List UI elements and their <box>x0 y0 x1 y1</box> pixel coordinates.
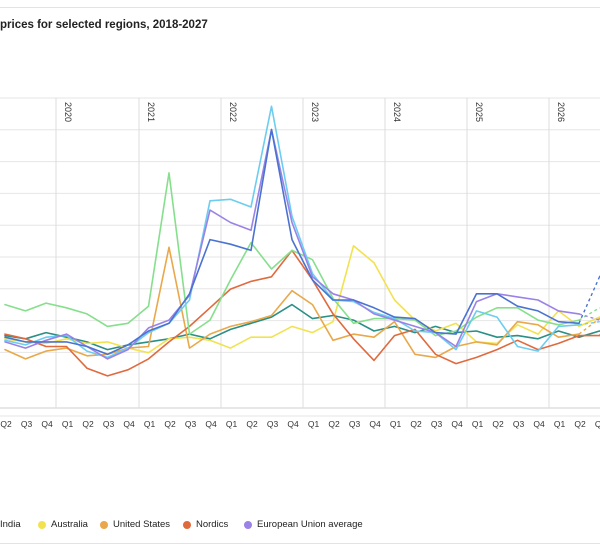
x-tick-label: Q1 <box>390 419 402 429</box>
series-line <box>4 172 580 337</box>
x-tick-label: Q4 <box>41 419 53 429</box>
legend-swatch <box>244 520 252 529</box>
x-tick-label: Q4 <box>369 419 381 429</box>
series-line <box>4 128 580 360</box>
x-tick-label: Q2 <box>0 419 12 429</box>
year-label: 2026 <box>556 102 566 122</box>
bottom-rule <box>0 543 600 544</box>
legend-label: United States <box>113 519 171 530</box>
series-line <box>4 105 580 359</box>
year-label: 2020 <box>63 102 73 122</box>
x-tick-label: Q1 <box>226 419 238 429</box>
x-tick-label: Q3 <box>595 419 600 429</box>
x-tick-label: Q3 <box>431 419 443 429</box>
x-tick-label: Q1 <box>62 419 74 429</box>
x-tick-label: Q2 <box>246 419 258 429</box>
year-label: 2025 <box>474 102 484 122</box>
x-tick-label: Q3 <box>349 419 361 429</box>
year-label: 2023 <box>310 102 320 122</box>
legend-item-australia[interactable]: Australia <box>38 519 88 530</box>
year-label: 2021 <box>146 102 156 122</box>
x-tick-label: Q1 <box>472 419 484 429</box>
x-tick-label: Q2 <box>574 419 586 429</box>
legend: India Australia United States Nordics Eu… <box>0 519 600 539</box>
x-tick-label: Q2 <box>492 419 504 429</box>
x-tick-label: Q3 <box>21 419 33 429</box>
legend-swatch <box>100 520 108 529</box>
series-projection-line <box>578 317 600 335</box>
legend-swatch <box>183 520 191 529</box>
series-line <box>4 128 580 356</box>
series-line <box>4 245 600 354</box>
series-line <box>4 246 580 360</box>
x-tick-label: Q3 <box>185 419 197 429</box>
year-label: 2024 <box>392 102 402 122</box>
x-tick-label: Q1 <box>144 419 156 429</box>
x-tick-label: Q2 <box>410 419 422 429</box>
legend-item-united-states[interactable]: United States <box>100 519 170 530</box>
top-rule <box>0 7 600 8</box>
x-tick-label: Q2 <box>164 419 176 429</box>
x-tick-label: Q3 <box>267 419 279 429</box>
x-tick-label: Q1 <box>308 419 320 429</box>
legend-item-nordics[interactable]: Nordics <box>183 519 228 530</box>
x-tick-label: Q4 <box>205 419 217 429</box>
x-tick-label: Q3 <box>513 419 525 429</box>
legend-label: Nordics <box>196 519 229 530</box>
series-projection-line <box>578 275 600 324</box>
legend-item-india[interactable]: India <box>0 519 21 530</box>
legend-swatch <box>38 520 46 529</box>
legend-label: India <box>0 519 21 530</box>
x-tick-label: Q4 <box>287 419 299 429</box>
x-tick-label: Q4 <box>533 419 545 429</box>
x-tick-label: Q3 <box>103 419 115 429</box>
x-tick-label: Q4 <box>451 419 463 429</box>
x-tick-label: Q2 <box>82 419 94 429</box>
legend-item-eu-average[interactable]: European Union average <box>244 519 363 530</box>
chart-title: prices for selected regions, 2018-2027 <box>0 19 208 31</box>
x-tick-label: Q4 <box>123 419 135 429</box>
x-tick-label: Q2 <box>328 419 340 429</box>
legend-label: European Union average <box>257 519 363 530</box>
x-tick-label: Q1 <box>554 419 566 429</box>
legend-label: Australia <box>51 519 88 530</box>
year-label: 2022 <box>228 102 238 122</box>
series-line <box>4 249 600 377</box>
